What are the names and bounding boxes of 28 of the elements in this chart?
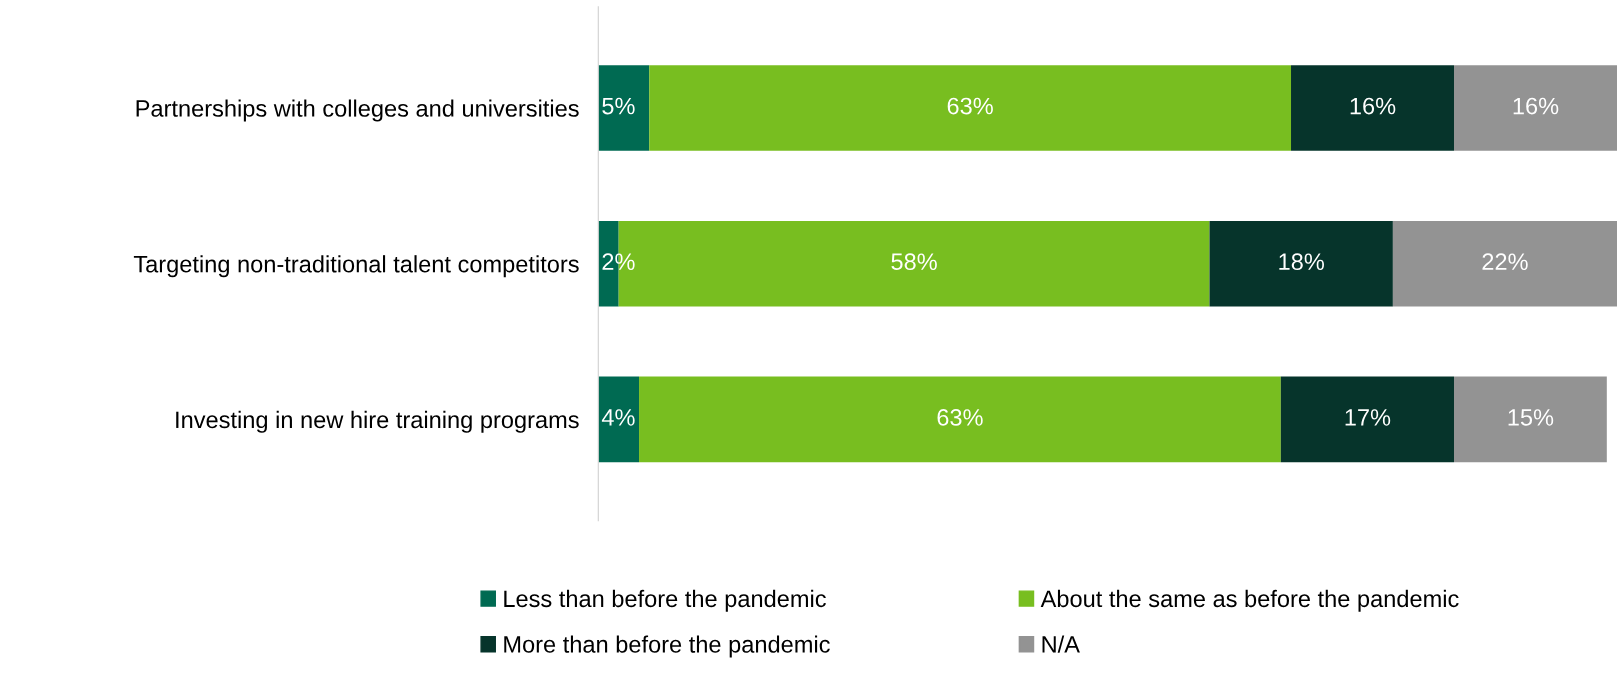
bar: [598, 65, 650, 151]
legend-label: Less than before the pandemic: [504, 589, 826, 612]
data-label: 4%: [601, 409, 635, 426]
bar: [1392, 220, 1617, 307]
bar: [649, 65, 1292, 151]
data-label: 15%: [1508, 409, 1554, 426]
bar: [1280, 376, 1455, 463]
data-label: 16%: [1513, 97, 1559, 115]
bar: [1209, 220, 1393, 307]
data-label: 63%: [947, 97, 993, 115]
bar: [1454, 65, 1617, 151]
bar: [1291, 65, 1455, 151]
data-label: 16%: [1350, 97, 1396, 115]
bar: [639, 376, 1281, 463]
y-tick-label: Partnerships with colleges and universities: [136, 99, 579, 122]
legend-label: N/A: [1042, 635, 1080, 653]
legend-label: About the same as before the pandemic: [1040, 589, 1459, 612]
data-label: 63%: [937, 409, 983, 426]
bar: [1454, 376, 1607, 463]
data-label: 17%: [1345, 409, 1391, 426]
data-label: 5%: [602, 97, 635, 115]
legend-label: More than before the pandemic: [504, 635, 830, 658]
data-label: 58%: [891, 253, 937, 271]
y-tick-label: Investing in new hire training programs: [176, 410, 579, 433]
bar: [598, 376, 640, 463]
data-label: 22%: [1482, 253, 1528, 270]
data-label: 18%: [1279, 253, 1324, 271]
y-tick-label: Targeting non-traditional talent competitors: [133, 255, 579, 278]
